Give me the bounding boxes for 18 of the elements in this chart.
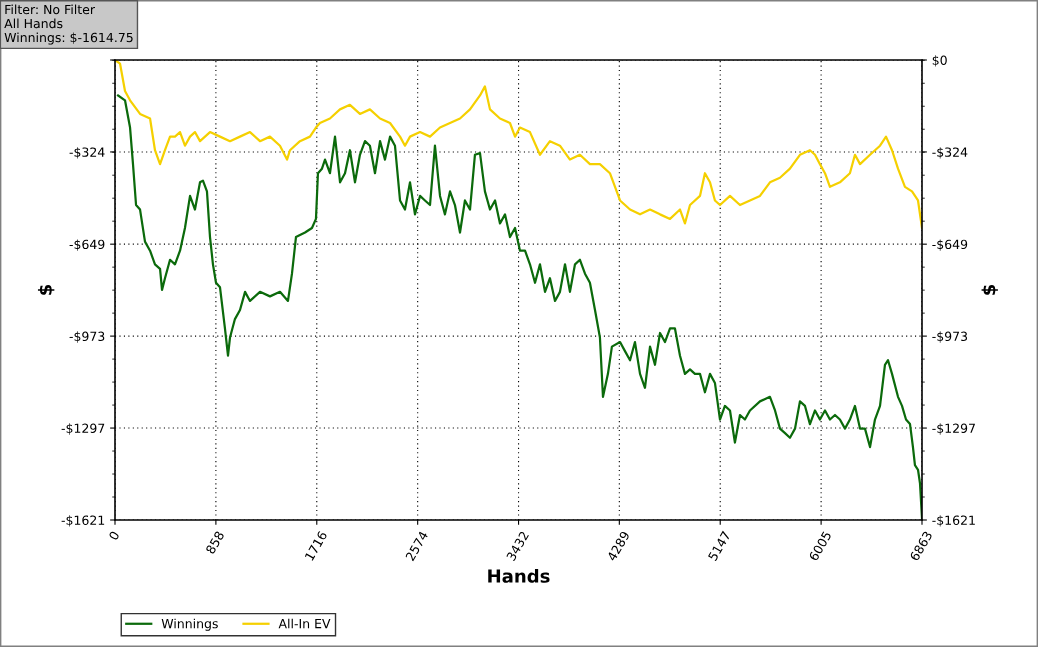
y-tick-label: -$1297 — [61, 423, 105, 435]
y-axis-title: $ — [37, 284, 55, 295]
text: Filter: No Filter All Hands Winnings: $-1614.75 — [4, 4, 133, 45]
x-axis-title: Hands — [488, 568, 550, 583]
y2-axis-title: $ — [981, 284, 998, 295]
legend-label: All-In EV — [278, 618, 331, 629]
y-tick-label: -$1621 — [61, 515, 105, 527]
y2-tick-label: $0 — [932, 55, 947, 67]
y-tick-label: -$324 — [69, 147, 105, 159]
y2-tick-label: -$324 — [932, 147, 968, 159]
legend-label: Winnings — [161, 618, 218, 631]
x-tick-label: 0 — [108, 530, 120, 541]
y-tick-label: -$973 — [69, 331, 105, 343]
y2-tick-label: -$649 — [932, 239, 968, 251]
y2-tick-label: -$973 — [932, 331, 968, 343]
y2-tick-label: -$1621 — [932, 515, 975, 527]
y-tick-label: -$649 — [69, 239, 105, 251]
y2-tick-label: -$1297 — [932, 423, 975, 435]
